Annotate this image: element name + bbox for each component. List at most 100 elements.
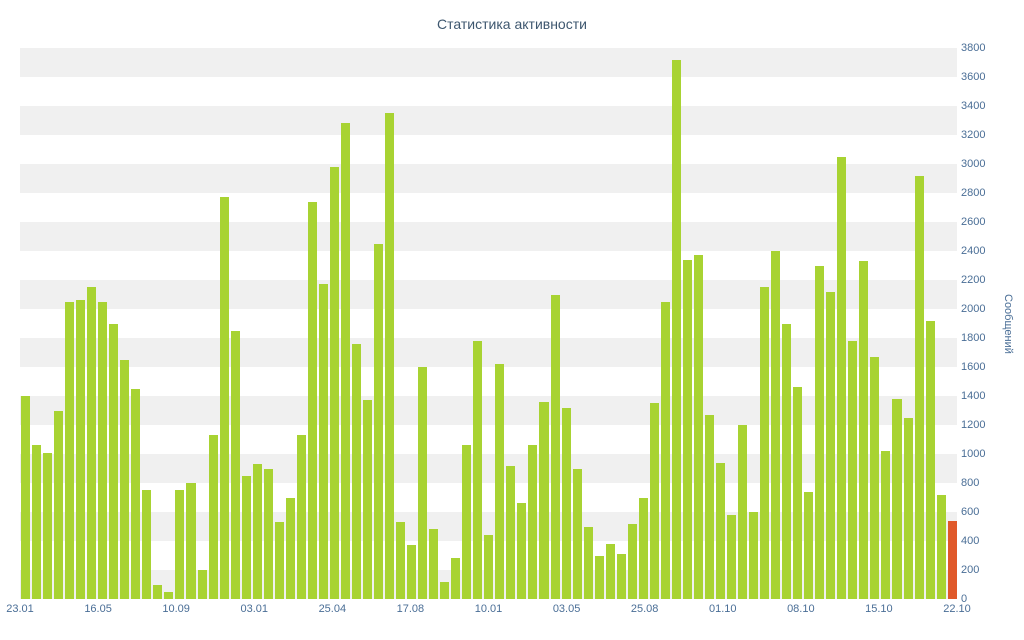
bar[interactable] — [396, 522, 406, 599]
bar[interactable] — [440, 581, 450, 599]
bar[interactable] — [98, 301, 108, 599]
bar[interactable] — [175, 490, 185, 599]
bar[interactable] — [451, 558, 461, 599]
y-tick-label: 0 — [961, 593, 968, 605]
bar[interactable] — [351, 343, 361, 599]
bar-highlighted[interactable] — [947, 520, 957, 599]
y-tick-label: 3200 — [961, 129, 986, 141]
bar[interactable] — [208, 435, 218, 599]
x-tick-label: 25.04 — [318, 603, 347, 615]
bar[interactable] — [782, 323, 792, 599]
bar[interactable] — [638, 497, 648, 599]
bar[interactable] — [727, 514, 737, 599]
bar[interactable] — [362, 400, 372, 599]
bar[interactable] — [407, 545, 417, 599]
bar[interactable] — [473, 340, 483, 599]
bar[interactable] — [539, 401, 549, 599]
bar[interactable] — [120, 359, 130, 599]
bar[interactable] — [715, 462, 725, 599]
bar[interactable] — [131, 388, 141, 599]
bar[interactable] — [219, 197, 229, 599]
bar[interactable] — [241, 475, 251, 599]
y-tick-label: 800 — [961, 477, 980, 489]
bar[interactable] — [793, 387, 803, 599]
bar[interactable] — [429, 529, 439, 599]
bar[interactable] — [43, 452, 53, 599]
bar[interactable] — [649, 403, 659, 599]
bar[interactable] — [340, 123, 350, 599]
bar[interactable] — [627, 523, 637, 599]
bar[interactable] — [914, 175, 924, 599]
bar[interactable] — [495, 364, 505, 599]
bar[interactable] — [671, 59, 681, 599]
bar[interactable] — [21, 396, 31, 599]
bar[interactable] — [109, 323, 119, 599]
bar[interactable] — [164, 591, 174, 599]
bar[interactable] — [594, 555, 604, 599]
chart-title: Статистика активности — [437, 16, 587, 32]
bar[interactable] — [197, 570, 207, 599]
bar[interactable] — [870, 356, 880, 599]
bar[interactable] — [848, 340, 858, 599]
bar[interactable] — [859, 261, 869, 599]
bar[interactable] — [925, 320, 935, 599]
bar[interactable] — [263, 468, 273, 599]
bar[interactable] — [561, 407, 571, 599]
bar[interactable] — [682, 259, 692, 599]
bar[interactable] — [54, 410, 64, 599]
bar[interactable] — [153, 584, 163, 599]
y-tick-label: 2800 — [961, 187, 986, 199]
bar[interactable] — [32, 445, 42, 599]
y-tick-label: 2000 — [961, 303, 986, 315]
bar[interactable] — [385, 113, 395, 599]
bar[interactable] — [572, 468, 582, 599]
bar[interactable] — [142, 490, 152, 599]
bar[interactable] — [881, 451, 891, 599]
bar[interactable] — [307, 201, 317, 599]
bar[interactable] — [230, 330, 240, 599]
bar[interactable] — [837, 156, 847, 599]
x-tick-label: 03.01 — [240, 603, 269, 615]
x-tick-label: 10.01 — [474, 603, 503, 615]
plot-area — [20, 48, 957, 599]
bar[interactable] — [760, 287, 770, 599]
bar[interactable] — [693, 255, 703, 599]
bar[interactable] — [749, 512, 759, 599]
bar[interactable] — [704, 414, 714, 599]
bar[interactable] — [318, 284, 328, 599]
bar[interactable] — [517, 503, 527, 599]
y-tick-label: 1600 — [961, 361, 986, 373]
bar[interactable] — [285, 497, 295, 599]
bar[interactable] — [87, 287, 97, 599]
bar[interactable] — [815, 265, 825, 599]
bar[interactable] — [936, 494, 946, 599]
bar[interactable] — [329, 166, 339, 599]
bar[interactable] — [252, 464, 262, 599]
bar[interactable] — [550, 294, 560, 599]
bar[interactable] — [738, 425, 748, 599]
x-axis-tick-labels: 23.01 16.05 10.09 03.01 25.04 17.08 10.01 03.05… — [6, 603, 971, 619]
bar[interactable] — [528, 445, 538, 599]
y-tick-label: 3600 — [961, 71, 986, 83]
bar[interactable] — [484, 535, 494, 599]
bar[interactable] — [804, 491, 814, 599]
bar[interactable] — [771, 251, 781, 599]
bar[interactable] — [274, 522, 284, 599]
bar[interactable] — [186, 483, 196, 599]
bar[interactable] — [903, 417, 913, 599]
bar[interactable] — [296, 435, 306, 599]
bar[interactable] — [660, 301, 670, 599]
bar[interactable] — [616, 554, 626, 599]
bar[interactable] — [65, 301, 75, 599]
bar[interactable] — [76, 300, 86, 599]
bar[interactable] — [506, 465, 516, 599]
bar[interactable] — [583, 526, 593, 599]
bar[interactable] — [462, 445, 472, 599]
bar[interactable] — [418, 367, 428, 599]
y-tick-label: 400 — [961, 535, 980, 547]
bar[interactable] — [826, 291, 836, 599]
bar[interactable] — [605, 543, 615, 599]
bar[interactable] — [374, 243, 384, 599]
bar[interactable] — [892, 398, 902, 599]
